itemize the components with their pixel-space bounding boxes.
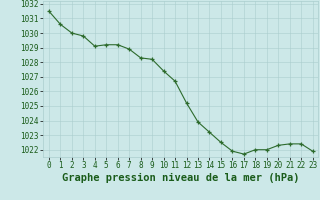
X-axis label: Graphe pression niveau de la mer (hPa): Graphe pression niveau de la mer (hPa) bbox=[62, 173, 300, 183]
